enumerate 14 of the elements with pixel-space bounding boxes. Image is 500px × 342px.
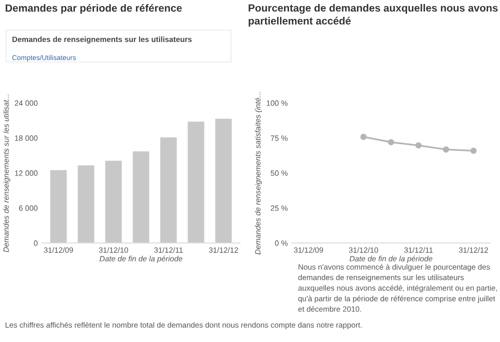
bar <box>50 170 67 243</box>
bar <box>132 151 150 243</box>
bar <box>105 160 122 243</box>
point <box>470 148 477 154</box>
bar <box>188 122 204 243</box>
chart-title: Demandes par période de référence <box>6 4 182 14</box>
bar <box>215 118 232 243</box>
point <box>442 146 450 153</box>
chart-title: Pourcentage de demandes auxquelles nous avons partiellement accédé <box>248 4 498 27</box>
bar <box>78 165 94 243</box>
point <box>415 142 422 149</box>
bar <box>160 137 177 243</box>
point <box>360 134 367 140</box>
point <box>388 139 394 146</box>
